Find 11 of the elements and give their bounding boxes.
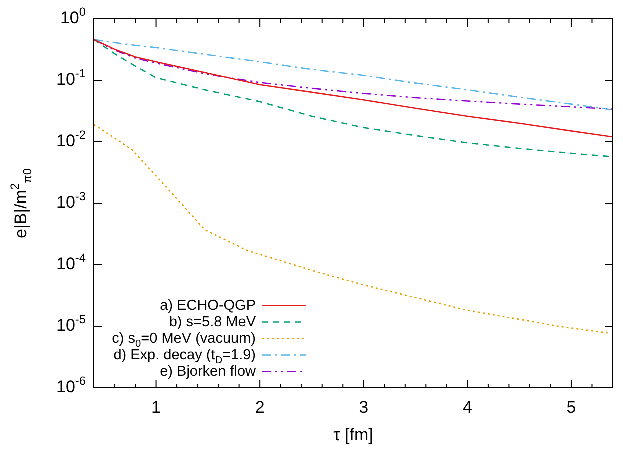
legend-label: b) s=5.8 MeV — [169, 314, 256, 330]
line-series — [94, 124, 608, 334]
x-tick-label: 2 — [255, 398, 265, 417]
x-axis-title: τ [fm] — [334, 425, 374, 444]
legend-label: a) ECHO-QGP — [160, 298, 256, 314]
x-tick-label: 1 — [152, 398, 162, 417]
x-tick-label: 5 — [566, 398, 576, 417]
legend-label: e) Bjorken flow — [160, 364, 257, 380]
x-tick-label: 3 — [359, 398, 369, 417]
y-axis-title: e|B|/m2π0 — [8, 168, 35, 238]
x-tick-label: 4 — [462, 398, 472, 417]
